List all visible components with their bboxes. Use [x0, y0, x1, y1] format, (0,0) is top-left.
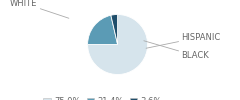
Wedge shape: [111, 14, 118, 44]
Text: HISPANIC: HISPANIC: [146, 32, 221, 48]
Wedge shape: [88, 15, 118, 44]
Wedge shape: [88, 14, 148, 74]
Text: BLACK: BLACK: [144, 41, 209, 60]
Text: WHITE: WHITE: [10, 0, 69, 18]
Legend: 75.0%, 21.4%, 3.6%: 75.0%, 21.4%, 3.6%: [40, 94, 165, 100]
